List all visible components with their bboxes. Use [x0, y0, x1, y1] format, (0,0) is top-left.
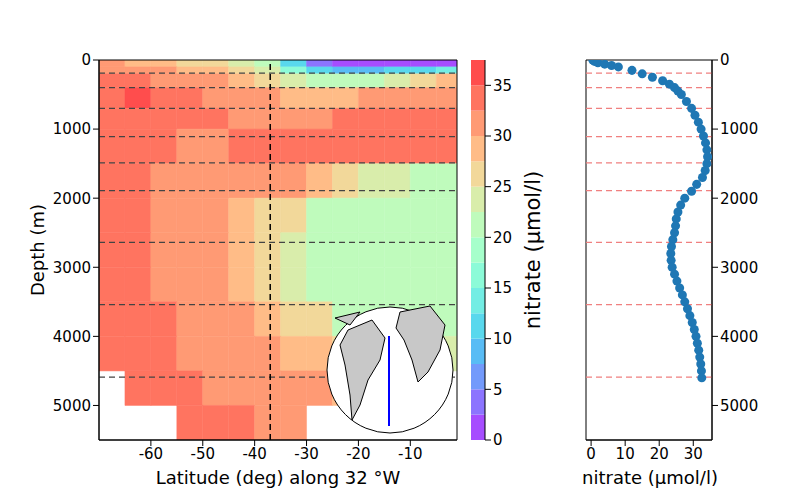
svg-text:10: 10	[493, 330, 512, 348]
svg-text:25: 25	[493, 178, 512, 196]
svg-text:4000: 4000	[720, 328, 758, 346]
svg-text:3000: 3000	[53, 259, 91, 277]
svg-text:-60: -60	[139, 445, 164, 463]
svg-text:-40: -40	[242, 445, 267, 463]
svg-text:5000: 5000	[720, 397, 758, 415]
svg-text:nitrate (μmol/l): nitrate (μmol/l)	[582, 467, 718, 488]
svg-text:0: 0	[493, 431, 503, 449]
svg-text:30: 30	[684, 445, 703, 463]
svg-text:20: 20	[650, 445, 669, 463]
svg-text:-30: -30	[294, 445, 319, 463]
svg-text:0: 0	[81, 51, 91, 69]
svg-text:-10: -10	[398, 445, 423, 463]
svg-text:4000: 4000	[53, 328, 91, 346]
svg-text:3000: 3000	[720, 259, 758, 277]
svg-text:10: 10	[616, 445, 635, 463]
svg-text:Depth (m): Depth (m)	[27, 204, 48, 296]
svg-text:30: 30	[493, 127, 512, 145]
svg-text:nitrate (μmol/l): nitrate (μmol/l)	[521, 171, 545, 330]
svg-text:15: 15	[493, 279, 512, 297]
svg-text:5: 5	[493, 381, 503, 399]
svg-text:-50: -50	[191, 445, 216, 463]
svg-text:0: 0	[586, 445, 596, 463]
svg-text:0: 0	[720, 51, 730, 69]
svg-text:2000: 2000	[53, 190, 91, 208]
svg-text:2000: 2000	[720, 190, 758, 208]
svg-text:1000: 1000	[53, 120, 91, 138]
svg-text:1000: 1000	[720, 120, 758, 138]
svg-text:Latitude (deg) along 32 °W: Latitude (deg) along 32 °W	[156, 467, 401, 488]
svg-text:-20: -20	[346, 445, 371, 463]
svg-text:5000: 5000	[53, 397, 91, 415]
svg-text:20: 20	[493, 229, 512, 247]
svg-text:35: 35	[493, 77, 512, 95]
